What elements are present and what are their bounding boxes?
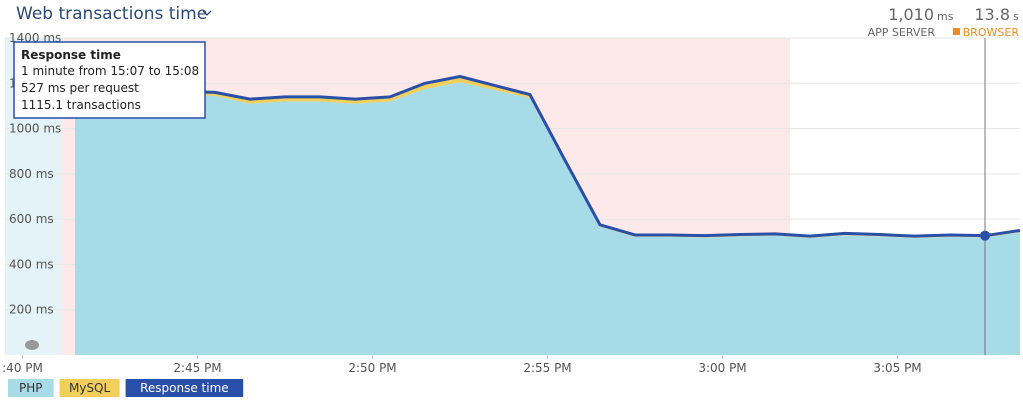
- x-tick-label: 3:05 PM: [873, 361, 921, 375]
- title[interactable]: Web transactions time: [16, 4, 207, 24]
- y-tick-label: 1000 ms: [9, 122, 61, 136]
- y-tick-label: 600 ms: [9, 212, 54, 226]
- browser-unit: s: [1013, 10, 1019, 23]
- x-tick-label: :40 PM: [2, 361, 43, 375]
- legend-button[interactable]: [8, 379, 54, 397]
- drag-handle[interactable]: [25, 340, 39, 350]
- stacked-area: [75, 82, 1020, 356]
- legend-button[interactable]: [125, 379, 244, 397]
- x-tick-label: 2:50 PM: [348, 361, 396, 375]
- legend-button[interactable]: [59, 379, 120, 397]
- tooltip-line: 1 minute from 15:07 to 15:08: [21, 64, 199, 78]
- tooltip-title: Response time: [21, 48, 121, 62]
- legend-label[interactable]: Response time: [140, 381, 229, 395]
- tooltip-box: [13, 41, 206, 119]
- browser-label: BROWSER: [963, 26, 1020, 39]
- x-tick-label: 2:45 PM: [173, 361, 221, 375]
- app-server-label: APP SERVER: [868, 26, 936, 39]
- app-server-value: 1,010: [888, 5, 934, 24]
- chevron[interactable]: [202, 10, 212, 16]
- hover-point: [980, 230, 990, 241]
- browser-value: 13.8: [974, 5, 1010, 24]
- y-tick-label: 200 ms: [9, 303, 54, 317]
- y-tick-label: 400 ms: [9, 257, 54, 271]
- browser-swatch: [953, 28, 960, 35]
- y-tick-label: 800 ms: [9, 167, 54, 181]
- x-tick-label: 3:00 PM: [698, 361, 746, 375]
- app-server-unit: ms: [937, 10, 954, 23]
- response-time-line: [75, 74, 1021, 238]
- x-tick-label: 2:55 PM: [523, 361, 571, 375]
- tooltip-line: 527 ms per request: [21, 81, 139, 95]
- legend-label[interactable]: PHP: [19, 381, 43, 395]
- tooltip: Response time 1 minute from 15:07 to 15:…: [13, 41, 206, 119]
- legend-label[interactable]: MySQL: [69, 381, 111, 395]
- tooltip-line: 1115.1 transactions: [21, 98, 141, 112]
